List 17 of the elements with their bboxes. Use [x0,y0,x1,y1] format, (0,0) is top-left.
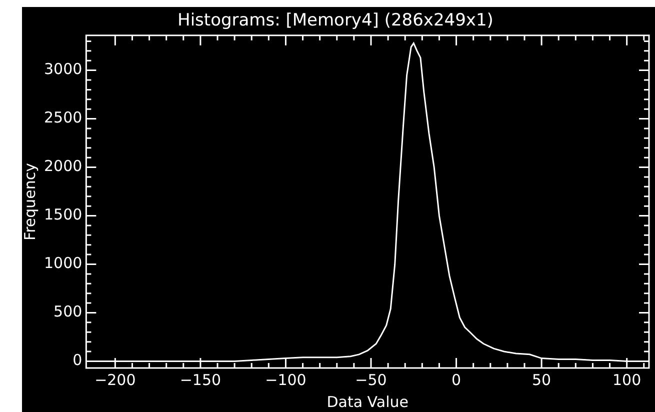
x-axis-title: Data Value [326,392,408,411]
x-tick-label: −50 [355,370,387,389]
chart-title: Histograms: [Memory4] (286x249x1) [178,10,494,31]
y-tick-label: 1500 [44,206,82,224]
x-tick-label: 100 [612,370,642,389]
x-tick-label: −100 [265,370,306,389]
x-tick-label: −200 [94,370,136,389]
y-tick-label: 2000 [44,157,82,176]
x-tick-label: −150 [180,370,222,389]
y-axis-title: Frequency [20,162,39,240]
x-tick-label: 50 [532,370,552,389]
y-tick-label: 0 [72,351,82,370]
y-tick-label: 3000 [44,60,82,78]
y-tick-label: 2500 [44,108,82,127]
y-tick-label: 1000 [44,254,82,272]
y-tick-label: 500 [54,302,82,321]
x-tick-label: 0 [452,370,462,389]
